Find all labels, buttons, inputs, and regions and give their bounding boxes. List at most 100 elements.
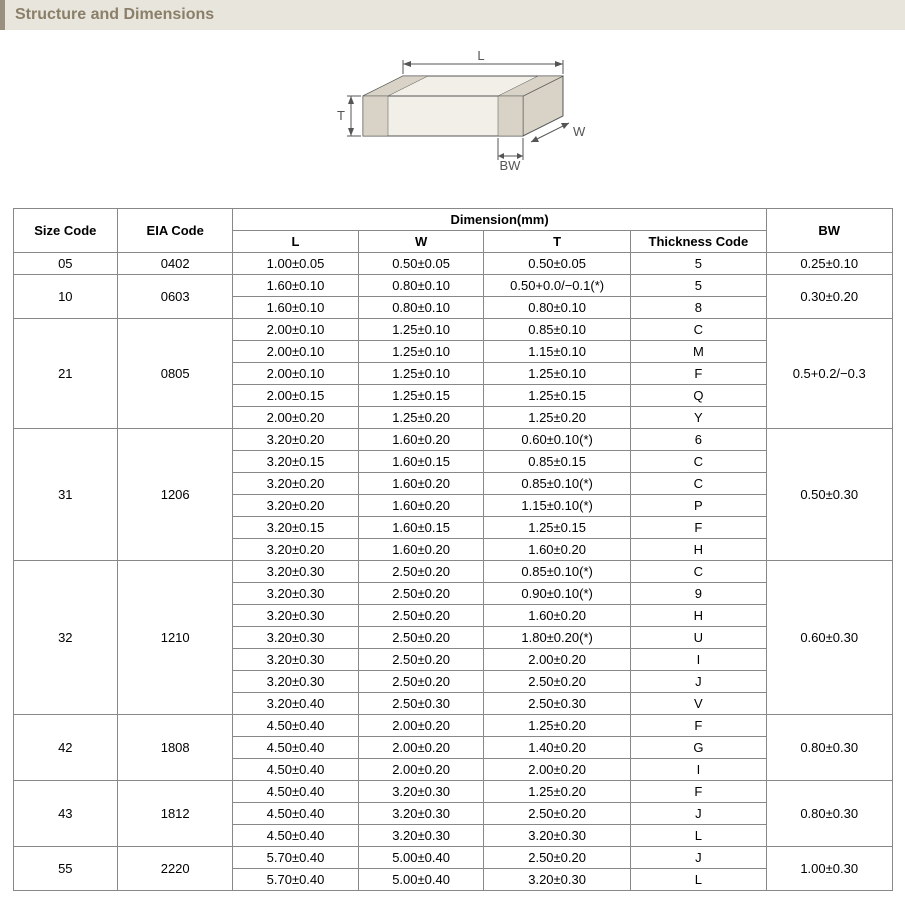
cell-bw: 0.25±0.10 — [766, 253, 892, 275]
col-bw: BW — [766, 209, 892, 253]
table-row: 2108052.00±0.101.25±0.100.85±0.10C0.5+0.… — [13, 319, 892, 341]
cell-TC: Y — [630, 407, 766, 429]
col-W: W — [358, 231, 484, 253]
cell-W: 2.50±0.20 — [358, 583, 484, 605]
cell-TC: P — [630, 495, 766, 517]
dimensions-table: Size Code EIA Code Dimension(mm) BW L W … — [13, 208, 893, 891]
cell-L: 2.00±0.10 — [233, 341, 359, 363]
cell-T: 2.00±0.20 — [484, 759, 631, 781]
cell-T: 0.80±0.10 — [484, 297, 631, 319]
cell-TC: C — [630, 561, 766, 583]
cell-T: 2.50±0.20 — [484, 671, 631, 693]
cell-TC: M — [630, 341, 766, 363]
cell-T: 0.60±0.10(*) — [484, 429, 631, 451]
cell-W: 1.60±0.15 — [358, 451, 484, 473]
cell-W: 2.50±0.20 — [358, 627, 484, 649]
table-row: 3112063.20±0.201.60±0.200.60±0.10(*)60.5… — [13, 429, 892, 451]
col-L: L — [233, 231, 359, 253]
section-header: Structure and Dimensions — [0, 0, 905, 30]
cell-W: 5.00±0.40 — [358, 869, 484, 891]
col-size-code: Size Code — [13, 209, 118, 253]
cell-W: 0.80±0.10 — [358, 275, 484, 297]
cell-L: 3.20±0.30 — [233, 583, 359, 605]
section-title: Structure and Dimensions — [15, 6, 214, 23]
cell-TC: F — [630, 517, 766, 539]
cell-bw: 0.60±0.30 — [766, 561, 892, 715]
cell-T: 2.00±0.20 — [484, 649, 631, 671]
col-T: T — [484, 231, 631, 253]
cell-L: 3.20±0.40 — [233, 693, 359, 715]
cell-L: 3.20±0.30 — [233, 671, 359, 693]
cell-W: 2.50±0.20 — [358, 649, 484, 671]
col-thickness-code: Thickness Code — [630, 231, 766, 253]
cell-L: 3.20±0.30 — [233, 605, 359, 627]
cell-bw: 0.5+0.2/−0.3 — [766, 319, 892, 429]
cell-L: 4.50±0.40 — [233, 759, 359, 781]
cell-T: 0.85±0.15 — [484, 451, 631, 473]
cell-W: 1.60±0.20 — [358, 429, 484, 451]
cell-bw: 0.50±0.30 — [766, 429, 892, 561]
cell-T: 1.25±0.20 — [484, 407, 631, 429]
cell-TC: I — [630, 759, 766, 781]
cell-T: 2.50±0.20 — [484, 847, 631, 869]
cell-W: 3.20±0.30 — [358, 781, 484, 803]
cell-T: 2.50±0.20 — [484, 803, 631, 825]
cell-TC: F — [630, 363, 766, 385]
table-row: 5522205.70±0.405.00±0.402.50±0.20J1.00±0… — [13, 847, 892, 869]
cell-bw: 0.80±0.30 — [766, 715, 892, 781]
cell-W: 1.25±0.10 — [358, 363, 484, 385]
cell-TC: H — [630, 605, 766, 627]
cell-L: 1.60±0.10 — [233, 297, 359, 319]
cell-eia-code: 0805 — [118, 319, 233, 429]
cell-W: 1.60±0.20 — [358, 495, 484, 517]
cell-TC: 8 — [630, 297, 766, 319]
cell-size-code: 32 — [13, 561, 118, 715]
cell-TC: I — [630, 649, 766, 671]
cell-T: 0.90±0.10(*) — [484, 583, 631, 605]
cell-T: 2.50±0.30 — [484, 693, 631, 715]
cell-TC: G — [630, 737, 766, 759]
cell-T: 1.60±0.20 — [484, 605, 631, 627]
diagram-label-BW: BW — [499, 158, 521, 173]
cell-L: 5.70±0.40 — [233, 869, 359, 891]
table-row: 0504021.00±0.050.50±0.050.50±0.0550.25±0… — [13, 253, 892, 275]
cell-eia-code: 1812 — [118, 781, 233, 847]
cell-TC: J — [630, 803, 766, 825]
cell-L: 3.20±0.20 — [233, 429, 359, 451]
cell-TC: J — [630, 671, 766, 693]
cell-W: 1.60±0.20 — [358, 539, 484, 561]
cell-TC: V — [630, 693, 766, 715]
cell-TC: 5 — [630, 253, 766, 275]
cell-TC: L — [630, 869, 766, 891]
cell-L: 4.50±0.40 — [233, 803, 359, 825]
cell-eia-code: 1206 — [118, 429, 233, 561]
cell-L: 4.50±0.40 — [233, 715, 359, 737]
cell-eia-code: 0402 — [118, 253, 233, 275]
cell-T: 1.25±0.15 — [484, 517, 631, 539]
cell-L: 1.00±0.05 — [233, 253, 359, 275]
cell-TC: F — [630, 715, 766, 737]
cell-size-code: 42 — [13, 715, 118, 781]
cell-L: 3.20±0.15 — [233, 517, 359, 539]
cell-W: 1.60±0.15 — [358, 517, 484, 539]
cell-TC: F — [630, 781, 766, 803]
cell-T: 0.50+0.0/−0.1(*) — [484, 275, 631, 297]
cell-L: 3.20±0.30 — [233, 561, 359, 583]
cell-W: 1.60±0.20 — [358, 473, 484, 495]
diagram-label-T: T — [337, 108, 345, 123]
table-row: 4318124.50±0.403.20±0.301.25±0.20F0.80±0… — [13, 781, 892, 803]
cell-TC: C — [630, 319, 766, 341]
cell-size-code: 31 — [13, 429, 118, 561]
cell-L: 2.00±0.20 — [233, 407, 359, 429]
cell-L: 2.00±0.10 — [233, 319, 359, 341]
cell-size-code: 43 — [13, 781, 118, 847]
cell-T: 0.85±0.10 — [484, 319, 631, 341]
cell-T: 1.60±0.20 — [484, 539, 631, 561]
cell-eia-code: 2220 — [118, 847, 233, 891]
cell-T: 3.20±0.30 — [484, 825, 631, 847]
diagram-label-W: W — [573, 124, 586, 139]
cell-T: 1.15±0.10 — [484, 341, 631, 363]
cell-T: 1.80±0.20(*) — [484, 627, 631, 649]
table-row: 3212103.20±0.302.50±0.200.85±0.10(*)C0.6… — [13, 561, 892, 583]
cell-L: 3.20±0.20 — [233, 495, 359, 517]
